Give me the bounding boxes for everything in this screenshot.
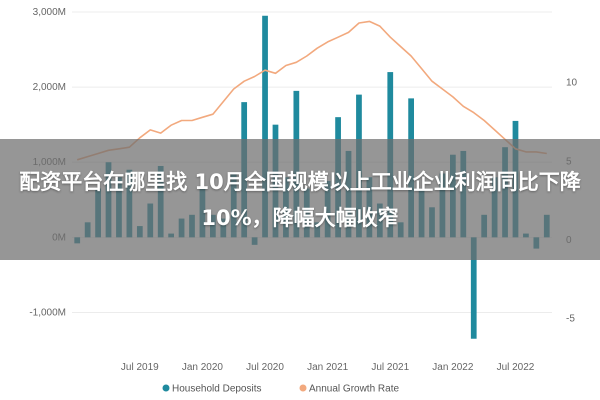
annual-growth-line — [76, 20, 547, 161]
right-tick-label: 10 — [566, 78, 578, 89]
x-tick-label: Jul 2019 — [121, 362, 159, 373]
left-tick-label: 3,000M — [33, 7, 66, 18]
legend: Household Deposits Annual Growth Rate — [162, 384, 399, 395]
bar-2020-07 — [262, 15, 268, 238]
annual-growth-polyline — [76, 20, 547, 161]
x-tick-label: Jul 2020 — [246, 362, 284, 373]
bar-2022-03 — [470, 237, 477, 339]
x-tick-label: Jul 2022 — [497, 362, 535, 373]
headline-text: 配资平台在哪里找 10月全国规模以上工业企业利润同比下降10%，降幅大幅收窄 — [19, 169, 581, 230]
right-tick-label: -5 — [566, 314, 575, 325]
x-axis-ticks: Jul 2019 Jan 2020 Jul 2020 Jan 2021 Jul 2021… — [121, 362, 535, 373]
headline-banner: 配资平台在哪里找 10月全国规模以上工业企业利润同比下降10%，降幅大幅收窄 — [0, 139, 600, 260]
x-tick-label: Jan 2022 — [432, 362, 474, 373]
legend-marker-household-deposits — [162, 384, 170, 392]
x-tick-label: Jul 2021 — [371, 362, 409, 373]
left-tick-label: -1,000M — [29, 307, 66, 318]
legend-marker-annual-growth-rate — [299, 384, 307, 392]
legend-label-household-deposits: Household Deposits — [172, 384, 262, 395]
legend-label-annual-growth-rate: Annual Growth Rate — [309, 384, 399, 395]
x-tick-label: Jan 2021 — [307, 362, 349, 373]
x-tick-label: Jan 2020 — [182, 362, 224, 373]
left-tick-label: 2,000M — [33, 82, 66, 93]
